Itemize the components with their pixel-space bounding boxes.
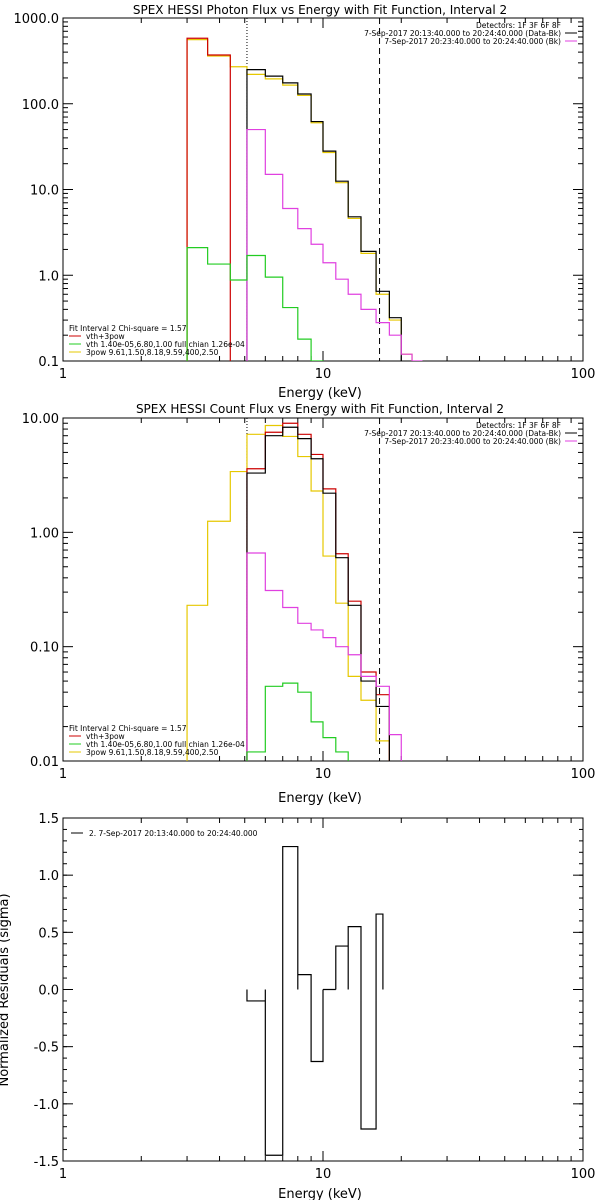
y-tick-label: 0.01: [30, 755, 59, 770]
legend-entry: 2. 7-Sep-2017 20:13:40.000 to 20:24:40.0…: [89, 829, 258, 838]
x-tick-label: 1: [59, 1167, 67, 1182]
y-tick-label: 0.0: [38, 984, 59, 999]
legend-entry: 7-Sep-2017 20:13:40.000 to 20:24:40.000 …: [364, 29, 561, 38]
y-tick-label: 100.0: [22, 98, 59, 113]
series-gold-histogram: [186, 38, 413, 361]
y-tick-label: 1.0: [38, 269, 59, 284]
series-magenta-histogram: [246, 128, 423, 361]
series-group: [186, 37, 423, 361]
x-tick-label: 100: [571, 1167, 596, 1182]
x-axis-label: Energy (keV): [278, 1187, 362, 1200]
legend-entry: vth+3pow: [86, 332, 125, 341]
legend-entry: vth+3pow: [86, 732, 125, 741]
legend-entry: Fit Interval 2 Chi-square = 1.57: [69, 324, 187, 333]
series-black-histogram: [246, 426, 390, 761]
x-tick-label: 100: [571, 767, 596, 782]
series-red-histogram: [186, 37, 231, 361]
series-green-histogram: [186, 247, 324, 361]
series-green-histogram: [246, 682, 349, 761]
x-tick-label: 1: [59, 367, 67, 382]
y-tick-label: 0.1: [38, 355, 59, 370]
y-tick-label: 10.0: [30, 184, 59, 199]
x-axis-label: Energy (keV): [278, 386, 362, 401]
y-tick-label: -0.5: [34, 1041, 59, 1056]
legend-entry: Fit Interval 2 Chi-square = 1.57: [69, 724, 187, 733]
series-black-histogram: [246, 69, 402, 361]
legend-entry: 7-Sep-2017 20:13:40.000 to 20:24:40.000 …: [364, 429, 561, 438]
residuals-panel: Energy (keV) Normalized Residuals (sigma…: [0, 812, 595, 1200]
y-axis-label: Normalized Residuals (sigma): [0, 893, 12, 1086]
y-tick-label: 1.00: [30, 526, 59, 541]
legend-entry: 3pow 9.61,1.50,8.18,9.59,400,2.50: [86, 348, 219, 357]
series-group: [186, 422, 402, 761]
legend-entry: 3pow 9.61,1.50,8.18,9.59,400,2.50: [86, 748, 219, 757]
panel-title: SPEX HESSI Photon Flux vs Energy with Fi…: [133, 3, 507, 17]
legend-entry: Detectors: 1F 3F 6F 8F: [476, 21, 561, 30]
y-tick-label: 1.0: [38, 869, 59, 884]
y-tick-label: 0.10: [30, 641, 59, 656]
y-tick-label: 1000.0: [14, 12, 60, 27]
photon-flux-panel: SPEX HESSI Photon Flux vs Energy with Fi…: [14, 3, 596, 401]
y-tick-label: 0.5: [38, 926, 59, 941]
legend-entry: 7-Sep-2017 20:23:40.000 to 20:24:40.000 …: [384, 37, 561, 46]
residual-bars: [246, 845, 384, 1156]
legend-entry: vth 1.40e-05,6.80,1.00 full chian 1.26e-…: [86, 740, 245, 749]
y-tick-label: 1.5: [38, 812, 59, 827]
x-axis-label: Energy (keV): [278, 791, 362, 806]
y-tick-label: -1.5: [34, 1155, 59, 1170]
x-tick-label: 10: [315, 1167, 332, 1182]
y-tick-label: -1.0: [34, 1098, 59, 1113]
legend-entry: Detectors: 1F 3F 6F 8F: [476, 421, 561, 430]
legend-entry: 7-Sep-2017 20:23:40.000 to 20:24:40.000 …: [384, 437, 561, 446]
panel-title: SPEX HESSI Count Flux vs Energy with Fit…: [136, 402, 504, 416]
plot-frame: [62, 17, 584, 362]
series-gold-histogram: [186, 424, 390, 761]
x-tick-label: 10: [315, 367, 332, 382]
x-tick-label: 100: [571, 367, 596, 382]
series-red-histogram: [246, 422, 390, 761]
x-tick-label: 10: [315, 767, 332, 782]
series-group: [246, 845, 384, 1156]
x-tick-label: 1: [59, 767, 67, 782]
y-tick-label: 10.00: [22, 412, 59, 427]
count-flux-panel: SPEX HESSI Count Flux vs Energy with Fit…: [22, 402, 596, 806]
legend-entry: vth 1.40e-05,6.80,1.00 full chian 1.26e-…: [86, 340, 245, 349]
series-magenta-histogram: [246, 552, 402, 761]
